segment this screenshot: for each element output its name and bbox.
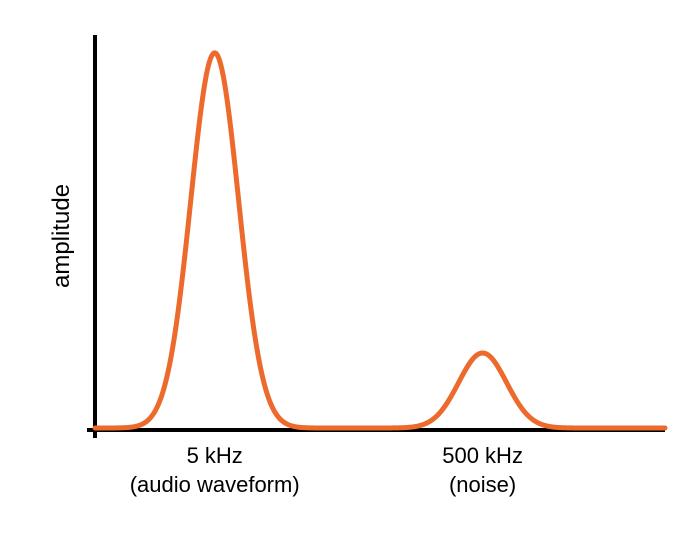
x-tick-caption: (noise)	[363, 471, 603, 500]
y-axis-label: amplitude	[48, 183, 76, 287]
frequency-amplitude-chart: amplitude 5 kHz(audio waveform) 500 kHz(n…	[0, 0, 700, 538]
x-tick-value: 500 kHz	[363, 442, 603, 471]
x-tick-value: 5 kHz	[95, 442, 335, 471]
x-tick-caption: (audio waveform)	[95, 471, 335, 500]
x-tick-1: 500 kHz(noise)	[363, 442, 603, 499]
x-tick-0: 5 kHz(audio waveform)	[95, 442, 335, 499]
